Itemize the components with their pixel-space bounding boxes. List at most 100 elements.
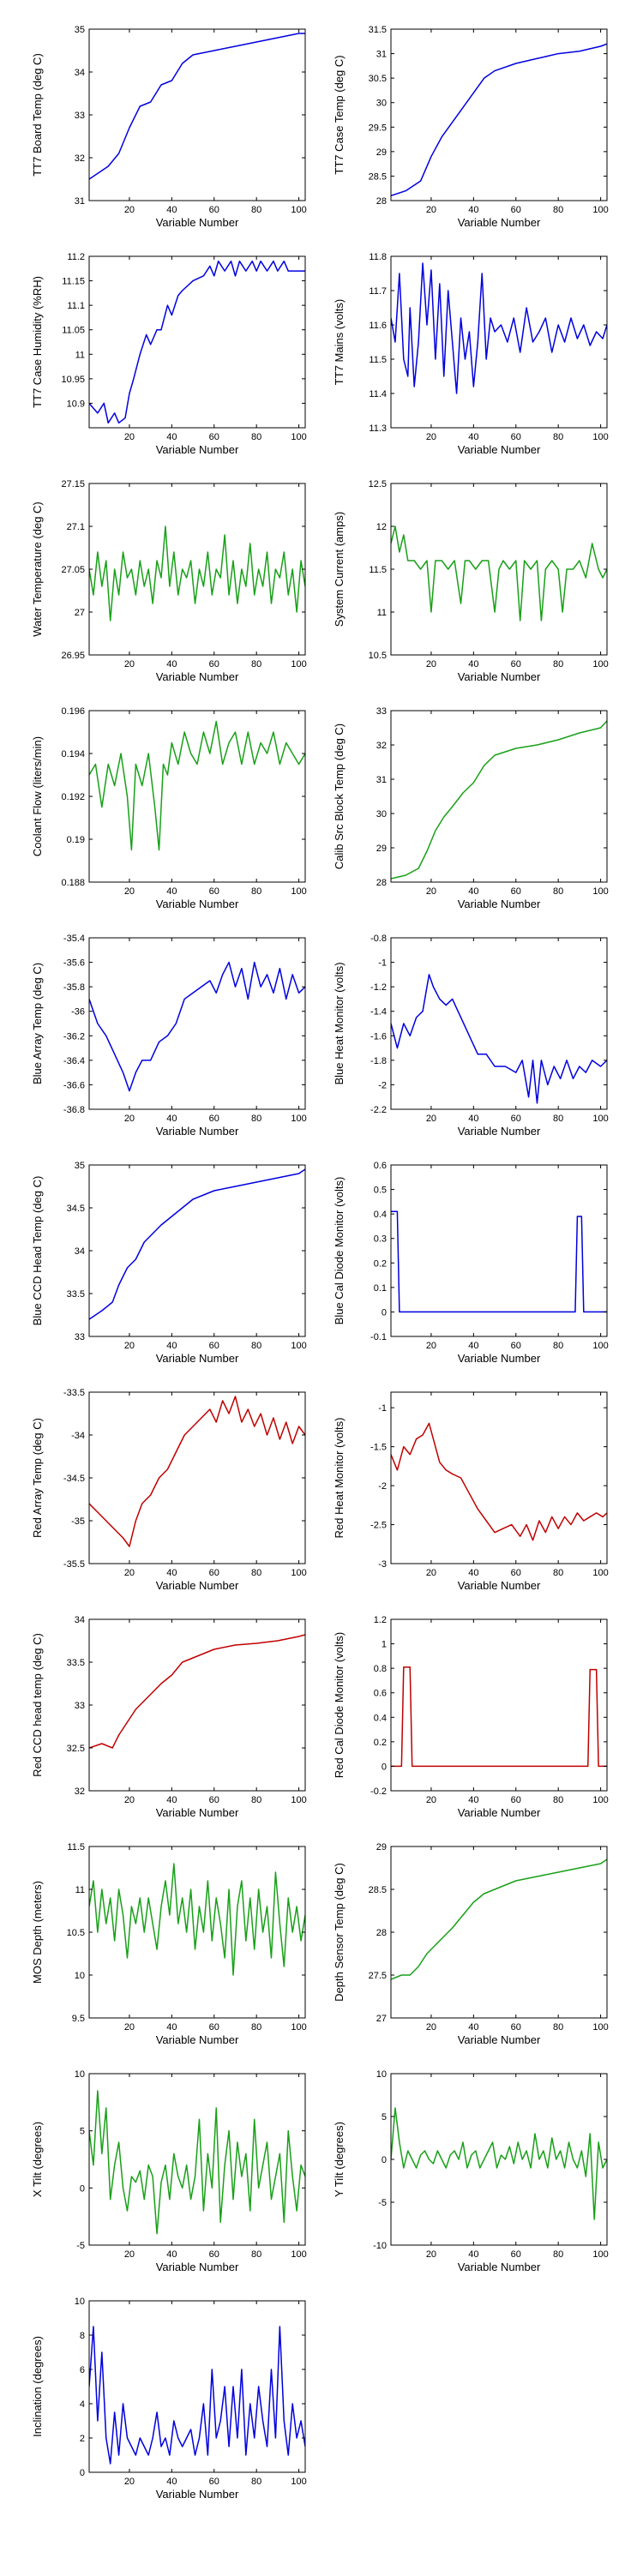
x-tick-label: 60 — [209, 1341, 219, 1351]
y-tick-label: 34.5 — [67, 1204, 85, 1214]
y-tick-label: -2.2 — [370, 1105, 387, 1115]
plot-frame — [390, 1846, 608, 2019]
y-tick-label: 30 — [376, 99, 387, 109]
y-tick-label: -34.5 — [63, 1474, 85, 1484]
series-line — [89, 260, 305, 424]
y-tick-label: 28 — [376, 196, 387, 207]
x-tick-label: 20 — [124, 2022, 135, 2033]
x-axis-label: Variable Number — [156, 443, 239, 456]
x-tick-label: 60 — [209, 1114, 219, 1124]
x-tick-label: 20 — [426, 1795, 436, 1805]
y-tick-label: 0.2 — [374, 1258, 387, 1269]
y-tick-label: 6 — [80, 2365, 85, 2375]
chart-panel: 20 40 60 80 100 31 32 33 34 35 Variable Number TT7 … — [31, 25, 307, 229]
y-tick-label: -36.6 — [63, 1080, 85, 1090]
chart-panel: 20 40 60 80 100 -2.2 -2 -1.8 -1.6 -1.4 -1.2 -1 -0.8 V… — [333, 934, 609, 1138]
series-line — [391, 525, 607, 621]
chart-panel: 20 40 60 80 100 -35.5 -35 -34.5 -34 -33.5 Variable… — [31, 1388, 307, 1592]
y-axis-label: Red CCD head temp (deg C) — [31, 1633, 44, 1777]
series-line — [89, 2326, 305, 2465]
series-line — [391, 262, 607, 394]
y-tick-label: -0.1 — [370, 1332, 387, 1342]
y-tick-label: 0 — [382, 2155, 387, 2165]
y-tick-label: -36.8 — [63, 1105, 85, 1115]
y-tick-label: 11.2 — [67, 252, 85, 262]
chart-panel: 20 40 60 80 100 28 28.5 29 29.5 30 30.5 31 31.5 Varia… — [333, 25, 609, 229]
y-tick-label: -2 — [378, 1481, 387, 1492]
x-tick-label: 80 — [553, 1114, 563, 1124]
x-tick-label: 20 — [426, 2022, 436, 2033]
y-axis-label: Blue Heat Monitor (volts) — [333, 962, 346, 1084]
x-tick-label: 60 — [511, 432, 521, 442]
y-tick-label: 0.3 — [374, 1234, 387, 1245]
y-tick-label: 11.4 — [369, 389, 387, 399]
series-line — [391, 1858, 607, 1980]
y-tick-label: 28.5 — [369, 171, 387, 182]
plot-frame — [390, 28, 608, 201]
y-tick-label: 0.4 — [374, 1713, 387, 1723]
x-tick-label: 80 — [251, 2477, 261, 2487]
y-tick-label: 1.2 — [374, 1615, 387, 1625]
y-tick-label: 33 — [75, 1332, 85, 1342]
y-axis-label: Red Array Temp (deg C) — [31, 1418, 44, 1538]
y-tick-label: 0.6 — [374, 1161, 387, 1171]
x-tick-label: 20 — [426, 1341, 436, 1351]
y-tick-label: 10 — [75, 1971, 85, 1981]
x-tick-label: 40 — [166, 659, 177, 670]
x-tick-label: 40 — [468, 659, 478, 670]
y-tick-label: 33.5 — [67, 1289, 85, 1300]
x-tick-label: 40 — [166, 2477, 177, 2487]
y-tick-label: 9.5 — [72, 2014, 85, 2024]
y-tick-label: 0.8 — [374, 1664, 387, 1674]
plot-frame — [88, 1618, 306, 1792]
y-tick-label: 33 — [75, 1701, 85, 1711]
y-tick-label: 30 — [376, 809, 387, 820]
x-tick-label: 100 — [592, 886, 608, 897]
chart-panel: 20 40 60 80 100 -3 -2.5 -2 -1.5 -1 Variable Number… — [333, 1391, 609, 1592]
x-tick-label: 40 — [468, 2249, 478, 2260]
x-tick-label: 40 — [166, 886, 177, 897]
series-line — [89, 720, 305, 851]
y-tick-label: 31 — [75, 196, 85, 207]
x-axis-label: Variable Number — [458, 2033, 541, 2046]
plot-frame — [88, 1164, 306, 1337]
x-tick-label: 40 — [166, 1568, 177, 1578]
x-tick-label: 100 — [291, 432, 306, 442]
y-tick-label: 0.188 — [61, 878, 85, 888]
x-tick-label: 100 — [291, 1114, 306, 1124]
x-tick-label: 60 — [209, 659, 219, 670]
y-axis-label: TT7 Case Humidity (%RH) — [31, 276, 44, 408]
x-tick-label: 100 — [291, 2477, 306, 2487]
chart-panel: 20 40 60 80 100 11.3 11.4 11.5 11.6 11.7 11.8 Varia… — [333, 252, 609, 456]
y-axis-label: Depth Sensor Temp (deg C) — [333, 1863, 346, 2002]
x-tick-label: 80 — [251, 2022, 261, 2033]
series-line — [391, 1210, 607, 1313]
x-tick-label: 60 — [511, 1568, 521, 1578]
x-tick-label: 60 — [511, 1114, 521, 1124]
x-tick-label: 40 — [468, 886, 478, 897]
y-tick-label: 0 — [80, 2468, 85, 2478]
x-tick-label: 20 — [124, 432, 135, 442]
y-tick-label: 31 — [376, 775, 387, 785]
x-tick-label: 40 — [468, 1568, 478, 1578]
plot-frame — [88, 28, 306, 201]
series-line — [89, 1863, 305, 1976]
y-tick-label: -34 — [71, 1431, 85, 1441]
y-tick-label: -1.6 — [370, 1031, 387, 1042]
y-tick-label: -36.2 — [63, 1031, 85, 1042]
y-tick-label: 27.1 — [67, 522, 85, 532]
x-tick-label: 80 — [251, 886, 261, 897]
y-tick-label: 0 — [80, 2183, 85, 2194]
y-axis-label: TT7 Case Temp (deg C) — [333, 55, 346, 174]
chart-panel: 20 40 60 80 100 -0.2 0 0.2 0.4 0.6 0.8 1 1.2 Variable… — [333, 1615, 609, 1819]
y-tick-label: 28.5 — [369, 1885, 387, 1895]
x-tick-label: 80 — [251, 1795, 261, 1805]
y-tick-label: -36 — [71, 1007, 85, 1018]
y-tick-label: 11.8 — [369, 252, 387, 262]
y-tick-label: 33.5 — [67, 1658, 85, 1668]
x-tick-label: 40 — [468, 205, 478, 215]
x-tick-label: 60 — [209, 2249, 219, 2260]
plot-frame — [88, 937, 306, 1110]
x-tick-label: 80 — [251, 1341, 261, 1351]
